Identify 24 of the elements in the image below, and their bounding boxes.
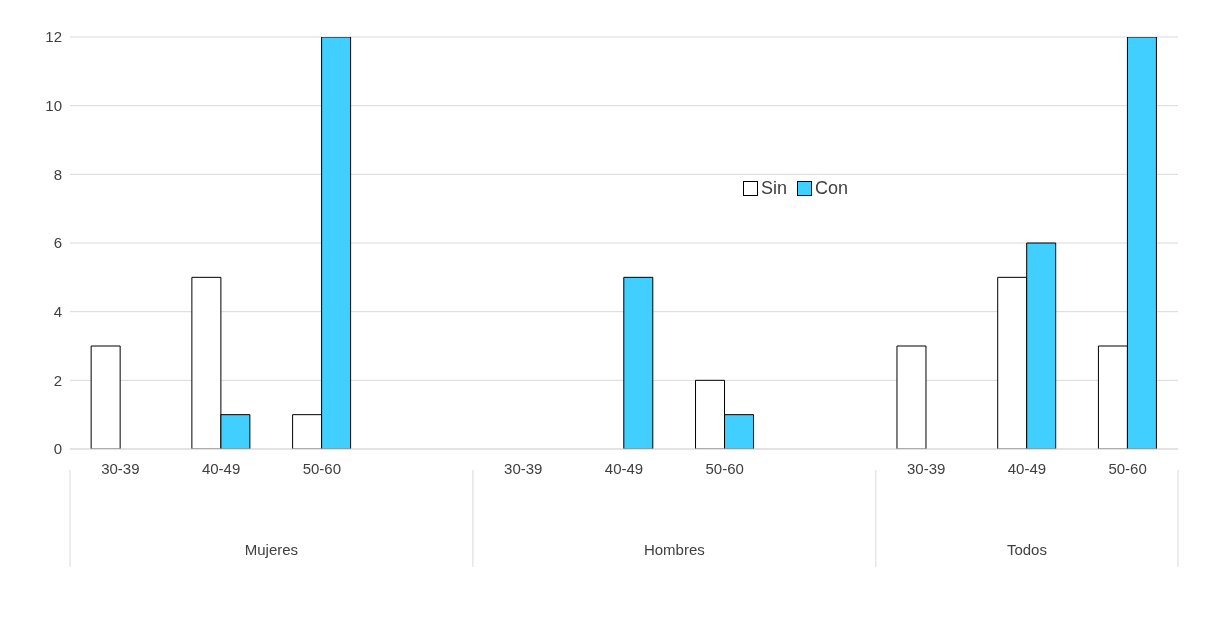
y-tick-label: 4 — [53, 302, 62, 320]
x-tick-label: 40-49 — [1007, 459, 1047, 477]
legend-label: Sin — [760, 178, 788, 199]
x-tick-label: 50-60 — [705, 459, 744, 477]
x-tick-label: 30-39 — [504, 459, 543, 477]
y-tick-label: 6 — [53, 234, 62, 252]
x-tick-label: 40-49 — [201, 459, 241, 477]
x-tick-label: 30-39 — [906, 459, 946, 477]
y-tick-label: 10 — [45, 96, 62, 114]
y-tick-label: 0 — [53, 440, 62, 458]
bar — [896, 345, 927, 449]
text: Mujeres — [244, 541, 299, 558]
x-tick-label: 30-39 — [101, 459, 140, 477]
x-tick-label: 40-49 — [604, 459, 644, 477]
x-tick-label: 50-60 — [1108, 459, 1147, 477]
y-tick-label: 8 — [53, 165, 62, 183]
y-tick-label: 12 — [45, 28, 62, 46]
text: Todos — [1006, 541, 1047, 558]
x-tick-label: 50-60 — [302, 459, 342, 477]
bar — [623, 276, 654, 449]
legend-label: Con — [814, 178, 849, 199]
y-tick-label: 2 — [53, 371, 62, 389]
bar — [90, 345, 121, 449]
text: Hombres — [643, 541, 705, 558]
